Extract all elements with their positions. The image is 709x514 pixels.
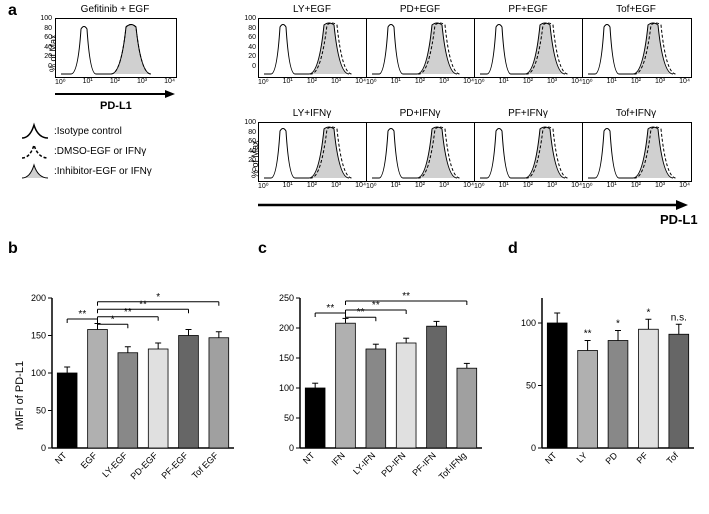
svg-text:0: 0 [289, 443, 294, 453]
hist-title-ly_ifn: LY+IFNγ [258, 108, 366, 119]
legend-inhib-text: :Inhibitor-EGF or IFNγ [54, 166, 152, 177]
hist-title-tof_ifn: Tof+IFNγ [582, 108, 690, 119]
legend-dmso: :DMSO-EGF or IFNγ [20, 142, 152, 160]
svg-text:PD-IFN: PD-IFN [379, 450, 407, 478]
svg-text:150: 150 [31, 331, 46, 341]
svg-text:PF-EGF: PF-EGF [160, 450, 191, 481]
hist-gefitinib [55, 18, 177, 78]
svg-text:n.s.: n.s. [671, 312, 687, 323]
svg-text:0: 0 [531, 443, 536, 453]
svg-text:100: 100 [31, 368, 46, 378]
hist-pf_ifn [474, 122, 584, 182]
svg-text:**: ** [124, 307, 132, 318]
xticks-gef: 10⁰10¹10²10³10⁴ [55, 78, 175, 86]
hist-tof_ifn [582, 122, 692, 182]
svg-text:150: 150 [279, 353, 294, 363]
svg-text:*: * [156, 292, 160, 303]
svg-text:**: ** [357, 307, 365, 318]
svg-text:IFN: IFN [330, 450, 347, 467]
figure-container: { "panel_labels": {"a": "a", "b": "b", "… [0, 0, 709, 514]
hist-pf_egf [474, 18, 584, 78]
yticks-gef: 100806040200 [36, 14, 52, 71]
svg-text:**: ** [326, 303, 334, 314]
svg-text:100: 100 [521, 318, 536, 328]
svg-text:Tof EGF: Tof EGF [190, 450, 221, 481]
svg-text:**: ** [402, 291, 410, 302]
svg-text:50: 50 [36, 406, 46, 416]
rmfi-label: rMFI of PD-L1 [14, 361, 26, 430]
panel-c-label: c [258, 240, 267, 258]
svg-text:Tof-IFNg: Tof-IFNg [437, 450, 468, 481]
svg-text:PF-IFN: PF-IFN [410, 450, 438, 478]
panel-d-label: d [508, 240, 518, 258]
svg-text:LY: LY [575, 450, 589, 464]
svg-text:200: 200 [279, 323, 294, 333]
legend-iso-text: :Isotype control [54, 126, 122, 137]
svg-text:LY-IFN: LY-IFN [351, 450, 377, 476]
svg-text:50: 50 [284, 413, 294, 423]
hist-title-pd_ifn: PD+IFNγ [366, 108, 474, 119]
hist-tof_egf [582, 18, 692, 78]
chart-d: 0 50 100 NT LY ** PD * PF * Tof n.s. [510, 258, 700, 508]
svg-text:PD-EGF: PD-EGF [128, 450, 159, 481]
hist-pd_ifn [366, 122, 476, 182]
legend-dmso-text: :DMSO-EGF or IFNγ [54, 146, 146, 157]
svg-text:**: ** [139, 299, 147, 310]
arrow-gef [55, 88, 175, 100]
svg-text:250: 250 [279, 293, 294, 303]
svg-text:**: ** [584, 329, 592, 340]
pdl1-label-1: PD-L1 [100, 100, 132, 112]
arrow-big [258, 198, 688, 212]
yaxis-pct-2: % of Max [250, 140, 260, 178]
svg-text:50: 50 [526, 381, 536, 391]
pdl1-label-2: PD-L1 [660, 212, 698, 227]
svg-text:200: 200 [31, 293, 46, 303]
panel-b-label: b [8, 240, 18, 258]
hist-title-pf_egf: PF+EGF [474, 4, 582, 15]
svg-text:PF: PF [635, 450, 651, 466]
chart-b: 0 50 100 150 200 NT EGFLY-EGFPD-EGFPF-EGFTof E… [20, 258, 240, 508]
svg-text:EGF: EGF [79, 450, 100, 471]
svg-text:*: * [111, 314, 115, 325]
svg-text:*: * [646, 307, 650, 318]
svg-text:NT: NT [53, 450, 69, 466]
hist-ly_ifn [258, 122, 368, 182]
svg-text:NT: NT [543, 450, 559, 466]
legend-iso: :Isotype control [20, 122, 152, 140]
svg-text:LY-EGF: LY-EGF [100, 450, 129, 479]
chart-c: 0 50 100 150 200 250 NT IFNLY-IFNPD-IFNPF-IFNTo… [268, 258, 488, 508]
svg-text:*: * [616, 319, 620, 330]
hist-title-pd_egf: PD+EGF [366, 4, 474, 15]
svg-text:**: ** [78, 309, 86, 320]
svg-text:PD: PD [603, 450, 619, 466]
hist-pd_egf [366, 18, 476, 78]
panel-a-label: a [8, 2, 17, 20]
svg-text:100: 100 [279, 383, 294, 393]
legend-box: :Isotype control :DMSO-EGF or IFNγ :Inhi… [20, 120, 152, 182]
hist-title-pf_ifn: PF+IFNγ [474, 108, 582, 119]
gefitinib-title: Gefitinib + EGF [55, 4, 175, 15]
svg-text:Tof: Tof [665, 450, 681, 466]
svg-text:NT: NT [301, 450, 317, 466]
svg-text:0: 0 [41, 443, 46, 453]
svg-text:**: ** [372, 300, 380, 311]
hist-gefitinib-svg [56, 19, 176, 77]
hist-ly_egf [258, 18, 368, 78]
legend-inhib: :Inhibitor-EGF or IFNγ [20, 162, 152, 180]
hist-title-tof_egf: Tof+EGF [582, 4, 690, 15]
hist-title-ly_egf: LY+EGF [258, 4, 366, 15]
